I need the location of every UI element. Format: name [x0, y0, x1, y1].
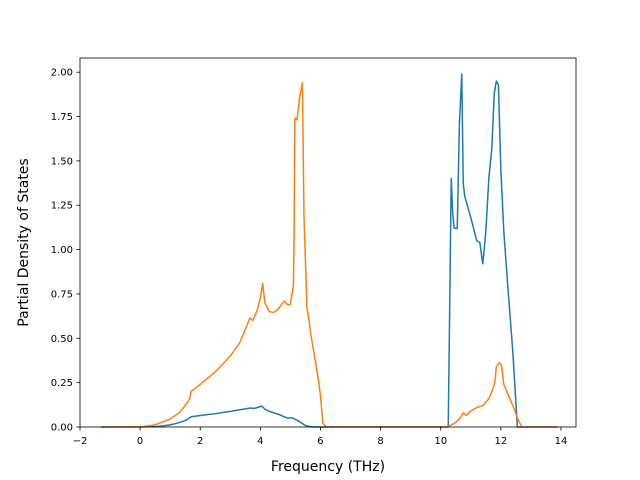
x-tick-label: 8: [377, 436, 383, 447]
x-tick-label: 6: [317, 436, 323, 447]
y-tick-label: 1.50: [51, 156, 73, 167]
y-tick-label: 1.75: [51, 112, 73, 123]
x-tick-label: −2: [73, 436, 88, 447]
y-axis-title: Partial Density of States: [16, 158, 32, 326]
x-axis-ticks: −2 0 2 4 6 8 10 12 14: [73, 427, 568, 447]
y-tick-label: 0.00: [51, 423, 73, 434]
y-tick-label: 1.25: [51, 201, 73, 212]
plot-frame: [79, 57, 577, 428]
y-tick-label: 1.00: [51, 245, 73, 256]
y-tick-label: 0.75: [51, 289, 73, 300]
x-tick-label: 12: [494, 436, 507, 447]
y-tick-label: 2.00: [51, 68, 73, 79]
x-tick-label: 4: [257, 436, 263, 447]
x-tick-label: 0: [137, 436, 143, 447]
x-tick-label: 2: [197, 436, 203, 447]
x-axis-title: Frequency (THz): [271, 459, 385, 475]
y-tick-label: 0.25: [51, 378, 73, 389]
y-axis-ticks: 0.00 0.25 0.50 0.75 1.00 1.25 1.50 1.75 2.00: [51, 68, 80, 434]
x-tick-label: 14: [555, 436, 568, 447]
series-line-2: [101, 82, 558, 428]
y-tick-label: 0.50: [51, 334, 73, 345]
x-tick-label: 10: [434, 436, 447, 447]
